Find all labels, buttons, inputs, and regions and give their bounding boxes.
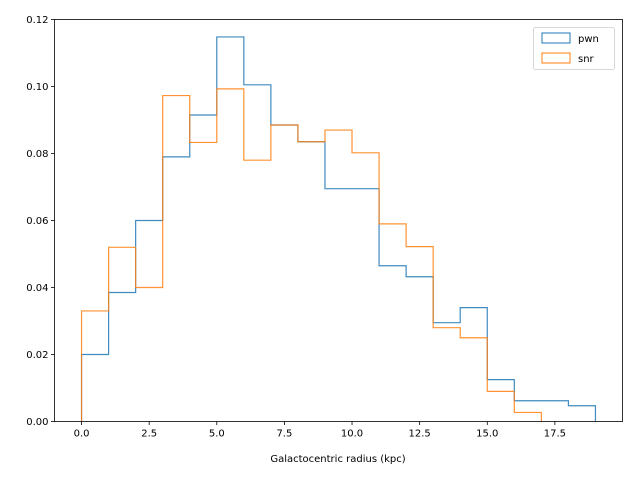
legend-label-snr: snr: [578, 54, 595, 65]
y-tick-label: 0.12: [26, 15, 48, 26]
x-tick-label: 7.5: [276, 429, 292, 440]
series-pwn-histogram: [80, 36, 597, 422]
x-axis-title: Galactocentric radius (kpc): [270, 454, 405, 465]
legend-label-pwn: pwn: [578, 34, 599, 45]
x-axis-ticks: 0.0 2.5 5.0 7.5 10.0 12.5 15.0 17.5: [74, 421, 566, 440]
y-axis-ticks: 0.00 0.02 0.04 0.06 0.08 0.10 0.12: [26, 15, 55, 428]
x-tick-label: 12.5: [409, 429, 431, 440]
legend-swatch-pwn: [541, 32, 571, 44]
legend-swatch-snr: [541, 52, 571, 64]
x-tick-label: 0.0: [74, 429, 90, 440]
legend-box: [533, 27, 615, 70]
y-tick-label: 0.04: [26, 283, 48, 294]
x-tick-label: 10.0: [341, 429, 363, 440]
y-tick-label: 0.08: [26, 149, 48, 160]
y-tick-label: 0.02: [26, 350, 48, 361]
y-tick-label: 0.00: [26, 417, 48, 428]
plot-frame: [54, 19, 623, 422]
x-tick-label: 5.0: [209, 429, 225, 440]
histogram-series: [80, 36, 597, 422]
y-tick-label: 0.06: [26, 216, 48, 227]
x-tick-label: 2.5: [141, 429, 157, 440]
series-snr-histogram: [80, 88, 542, 422]
legend: pwn snr: [533, 27, 615, 70]
x-tick-label: 15.0: [476, 429, 498, 440]
x-tick-label: 17.5: [544, 429, 566, 440]
y-tick-label: 0.10: [26, 82, 48, 93]
